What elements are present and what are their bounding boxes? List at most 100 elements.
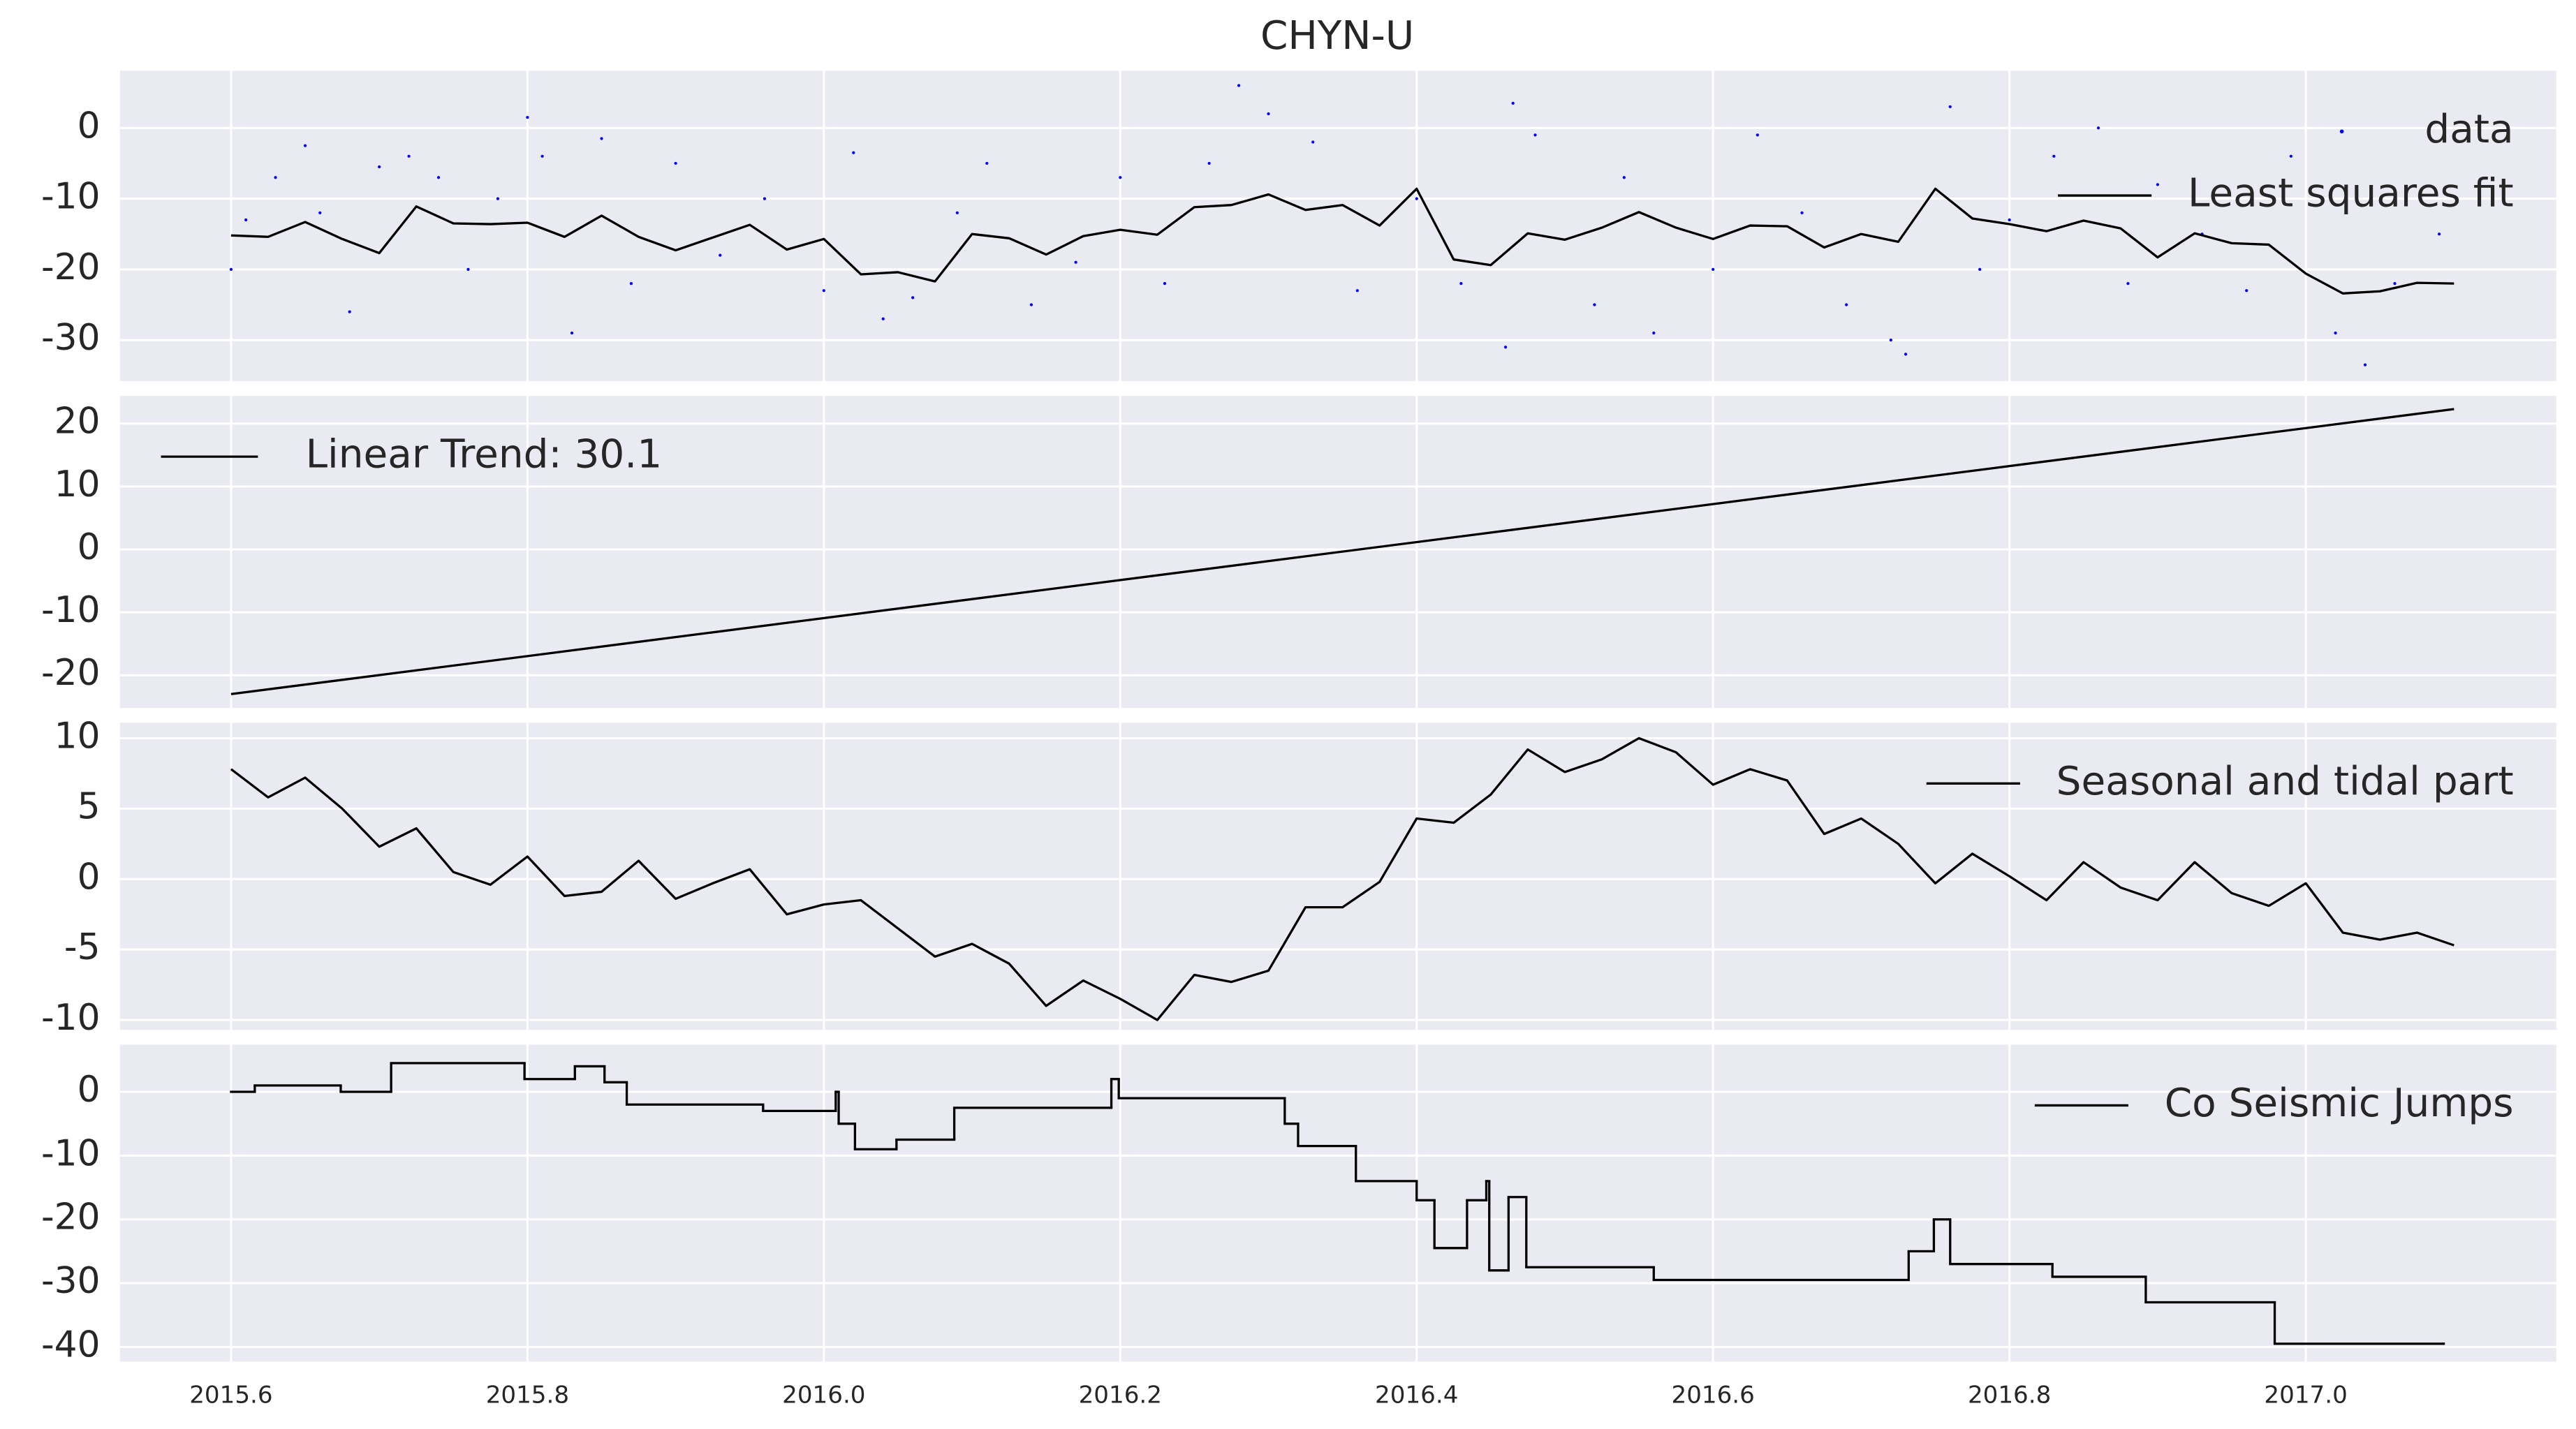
data-point — [2008, 218, 2011, 222]
data-point — [719, 253, 722, 257]
legend-label: Co Seismic Jumps — [2165, 1081, 2514, 1126]
data-point — [1845, 303, 1848, 306]
series-line — [230, 187, 2454, 295]
data-point — [496, 197, 500, 200]
data-point — [2156, 183, 2159, 186]
data-point — [2052, 154, 2056, 158]
data-point — [985, 161, 989, 165]
data-point — [540, 154, 544, 158]
data-point — [1948, 105, 1952, 109]
data-point — [881, 317, 885, 320]
data-point — [1311, 140, 1315, 144]
data-point — [274, 176, 277, 179]
step-riser — [253, 1063, 2276, 1344]
y-tick-label: -40 — [41, 1324, 101, 1365]
data-point — [1207, 161, 1211, 165]
data-point — [1800, 211, 1804, 214]
legend-marker — [2339, 129, 2344, 134]
chart-title: CHYN-U — [1260, 13, 1414, 59]
data-point — [2126, 282, 2130, 286]
y-tick-label: -30 — [41, 1260, 101, 1302]
legend-label: Least squares fit — [2188, 171, 2514, 216]
y-tick-label: -30 — [41, 317, 101, 359]
y-tick-label: -20 — [41, 1197, 101, 1238]
data-point — [1756, 133, 1759, 137]
data-point — [2437, 232, 2441, 236]
data-point — [629, 282, 633, 286]
y-tick-label: 0 — [78, 105, 101, 147]
data-point — [407, 154, 411, 158]
data-point — [318, 211, 322, 214]
plot-area — [119, 723, 2556, 1030]
series-line — [230, 736, 2454, 1021]
data-point — [466, 267, 470, 271]
data-point — [1593, 303, 1596, 306]
data-point — [1119, 176, 1122, 179]
data-point — [2334, 331, 2337, 335]
legend-label: data — [2424, 107, 2513, 152]
data-point — [1503, 346, 1508, 349]
y-tick-label: -20 — [41, 246, 101, 288]
data-point — [303, 144, 307, 147]
data-point — [822, 289, 825, 293]
plot-area — [119, 1044, 2556, 1362]
data-point — [1978, 267, 1982, 271]
y-tick-label: -10 — [41, 997, 101, 1039]
data-point — [436, 176, 441, 179]
data-point — [1074, 260, 1077, 264]
data-point — [1622, 176, 1626, 179]
data-point — [348, 310, 351, 313]
y-tick-label: -10 — [41, 1132, 101, 1174]
data-point — [244, 218, 248, 222]
data-point — [911, 296, 915, 299]
x-tick-label: 2016.2 — [1079, 1381, 1162, 1409]
data-point — [1355, 289, 1359, 293]
data-point — [2096, 126, 2100, 130]
x-tick-label: 2016.4 — [1375, 1381, 1458, 1409]
legend-label: Linear Trend: 30.1 — [306, 432, 663, 477]
series-line — [230, 408, 2454, 695]
data-point — [1415, 197, 1418, 200]
y-tick-label: 10 — [54, 715, 101, 757]
data-point — [1163, 282, 1167, 286]
x-tick-label: 2015.6 — [189, 1381, 272, 1409]
data-point — [674, 161, 677, 165]
data-point — [1267, 112, 1270, 116]
y-tick-label: 0 — [78, 526, 101, 568]
plot-area — [119, 71, 2556, 381]
data-point — [1533, 133, 1537, 137]
y-tick-label: 10 — [54, 464, 101, 505]
y-tick-label: 5 — [78, 785, 101, 827]
data-point — [570, 331, 574, 335]
y-tick-label: -5 — [64, 926, 101, 968]
data-point — [1904, 353, 1908, 356]
x-tick-label: 2016.8 — [1968, 1381, 2051, 1409]
y-tick-label: 0 — [78, 1069, 101, 1111]
data-point — [1511, 101, 1515, 105]
data-point — [955, 211, 959, 214]
x-tick-label: 2017.0 — [2264, 1381, 2347, 1409]
data-point — [526, 115, 529, 119]
data-point — [378, 165, 381, 169]
y-tick-label: 0 — [78, 856, 101, 898]
data-point — [2245, 289, 2249, 293]
y-tick-label: 20 — [54, 401, 101, 443]
data-point — [1237, 84, 1241, 87]
data-point — [600, 137, 603, 140]
data-point — [229, 267, 233, 271]
data-point — [1029, 303, 1033, 306]
data-point — [852, 151, 855, 154]
data-point — [763, 197, 767, 200]
data-point — [1459, 282, 1463, 286]
y-tick-label: -10 — [41, 589, 101, 631]
x-tick-label: 2016.6 — [1672, 1381, 1755, 1409]
legend-label: Seasonal and tidal part — [2056, 759, 2514, 804]
data-point — [2363, 363, 2367, 366]
data-point — [2393, 282, 2397, 286]
y-tick-label: -20 — [41, 652, 101, 694]
y-tick-label: -10 — [41, 176, 101, 218]
x-tick-label: 2016.0 — [782, 1381, 865, 1409]
x-tick-label: 2015.8 — [486, 1381, 569, 1409]
